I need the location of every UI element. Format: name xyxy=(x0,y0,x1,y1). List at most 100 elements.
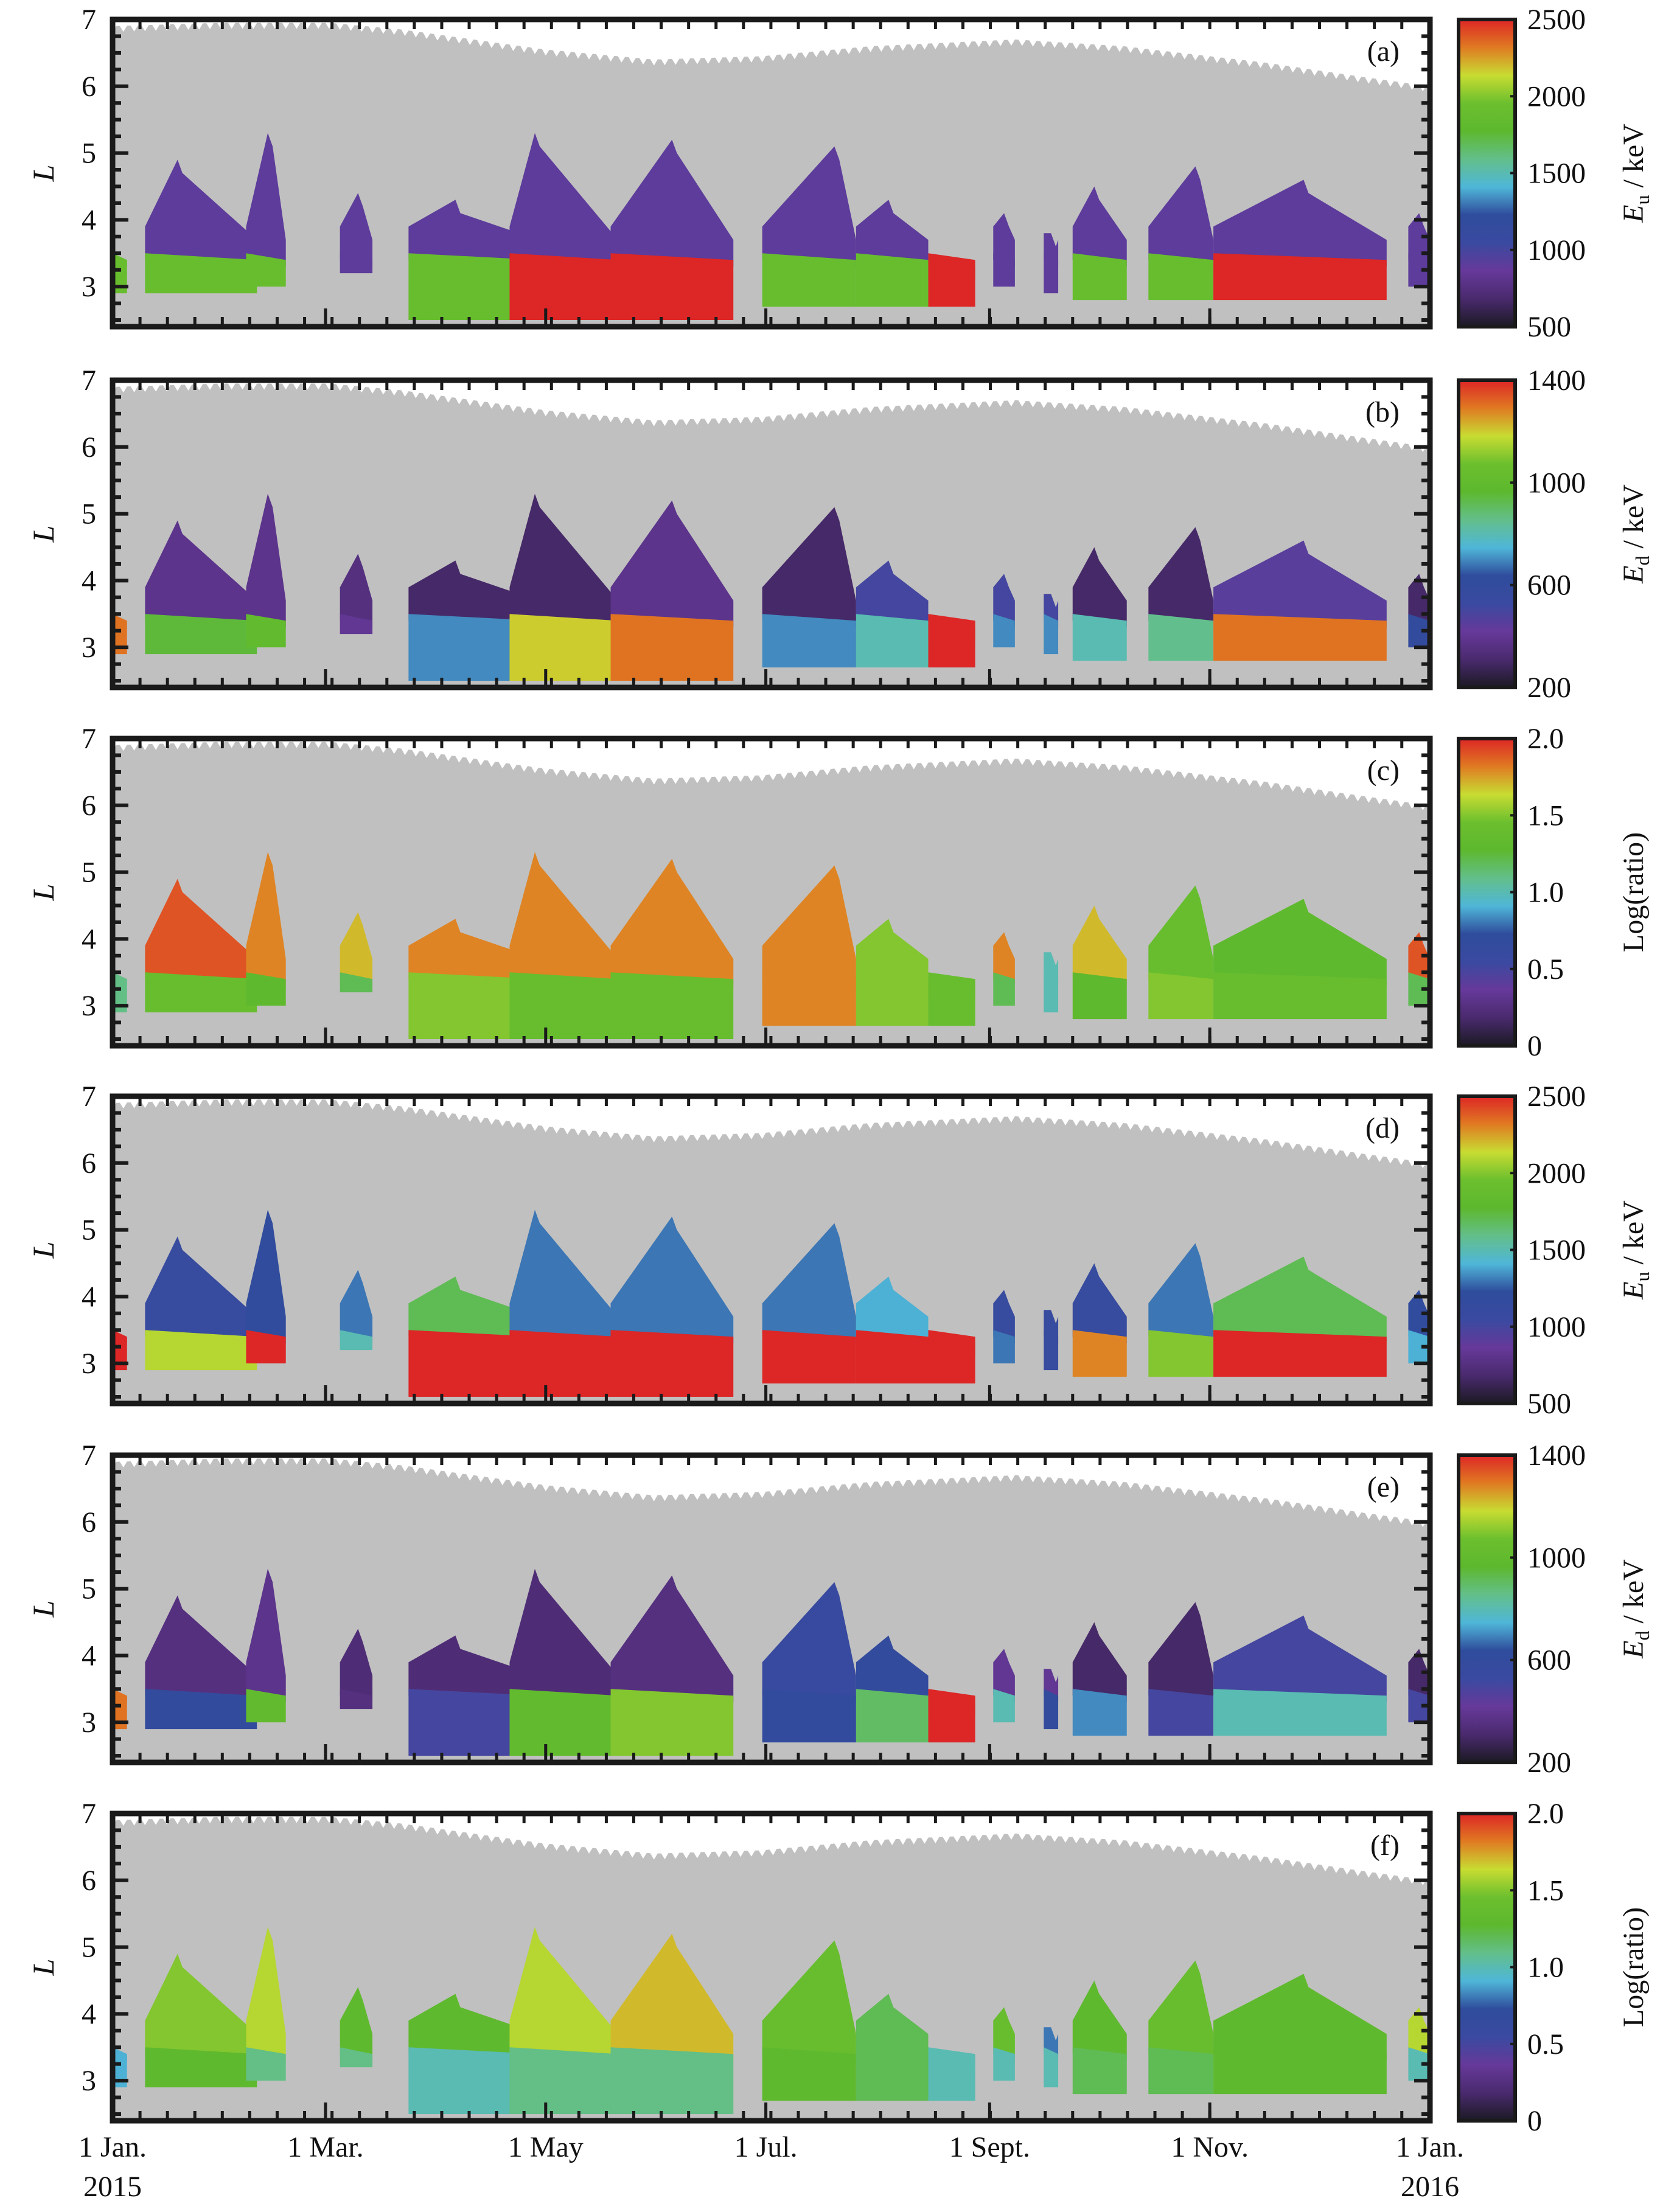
colorbar-tick-label: 0.5 xyxy=(1527,953,1564,986)
y-axis-label: L xyxy=(26,1601,60,1618)
colorbar-tick-label: 1.5 xyxy=(1527,1874,1564,1907)
y-tick-label: 5 xyxy=(82,1214,96,1247)
event-lower-mark xyxy=(856,1689,929,1743)
event-upper-mark xyxy=(993,213,1015,267)
colorbar-tick-label: 1400 xyxy=(1527,1439,1586,1472)
colorbar-tick-label: 1500 xyxy=(1527,1234,1586,1267)
event-upper-mark xyxy=(246,852,286,986)
event-upper-mark xyxy=(509,1927,618,2061)
colorbar-tick-label: 1500 xyxy=(1527,158,1586,190)
colorbar-tick-label: 2.0 xyxy=(1527,1798,1564,1830)
y-tick-label: 7 xyxy=(82,1439,96,1472)
y-tick-label: 6 xyxy=(82,1147,96,1180)
event-upper-mark xyxy=(408,1276,539,1344)
colorbar-tick-label: 1400 xyxy=(1527,364,1586,397)
colorbar-label: Eu / keV xyxy=(1617,123,1653,223)
event-lower-mark xyxy=(610,972,734,1040)
event-upper-mark xyxy=(408,919,539,986)
x-tick-label: 1 Mar. xyxy=(287,2131,363,2163)
event-lower-mark xyxy=(340,614,373,635)
event-lower-mark xyxy=(246,253,286,287)
event-upper-mark xyxy=(1213,1974,1387,2061)
event-lower-mark xyxy=(1213,1330,1387,1377)
colorbar-label: Log(ratio) xyxy=(1617,1907,1650,2027)
event-lower-mark xyxy=(340,972,373,993)
colorbar-label-main: E xyxy=(1617,1281,1650,1299)
y-tick-label: 4 xyxy=(82,1281,96,1313)
event-lower-mark xyxy=(762,253,856,307)
event-lower-mark xyxy=(509,253,618,321)
y-tick-label: 6 xyxy=(82,1506,96,1539)
y-tick-label: 7 xyxy=(82,723,96,755)
event-lower-mark xyxy=(113,253,127,294)
colorbar-label: Ed / keV xyxy=(1617,484,1653,584)
x-tick-label: 1 Jul. xyxy=(734,2131,798,2163)
y-tick-label: 3 xyxy=(82,1348,96,1380)
event-upper-mark xyxy=(610,500,734,628)
y-axis-label: L xyxy=(26,1242,60,1259)
event-lower-mark xyxy=(340,1689,373,1709)
y-tick-label: 3 xyxy=(82,1706,96,1739)
colorbar-tick-label: 2500 xyxy=(1527,4,1586,36)
event-lower-mark xyxy=(762,972,856,1026)
y-tick-label: 6 xyxy=(82,790,96,822)
event-lower-mark xyxy=(1213,614,1387,661)
event-lower-mark xyxy=(993,614,1015,648)
panel-b: 3 4 5 6 7 L (b) 200 600 1000 1400 Ed / keV xyxy=(26,364,1653,704)
event-upper-mark xyxy=(610,1933,734,2061)
event-lower-mark xyxy=(1213,2047,1387,2095)
event-lower-mark xyxy=(113,1689,127,1730)
event-lower-mark xyxy=(856,253,929,307)
event-upper-mark xyxy=(610,1216,734,1344)
x-axis-labels: 1 Jan. 1 Mar. 1 May 1 Jul. 1 Sept. 1 Nov. 1 Ja… xyxy=(78,2131,1464,2203)
y-tick-label: 6 xyxy=(82,71,96,103)
event-lower-mark xyxy=(993,1330,1015,1364)
event-upper-mark xyxy=(1072,1263,1127,1344)
event-upper-mark xyxy=(340,912,373,986)
event-upper-mark xyxy=(993,574,1015,628)
y-tick-label: 4 xyxy=(82,204,96,236)
event-lower-mark xyxy=(610,253,734,321)
colorbar-tick-label: 1.0 xyxy=(1527,1952,1564,1984)
event-upper-mark xyxy=(246,1927,286,2061)
y-tick-label: 5 xyxy=(82,857,96,889)
colorbar-tick-label: 2500 xyxy=(1527,1080,1586,1113)
event-lower-mark xyxy=(1213,972,1387,1020)
event-upper-mark xyxy=(1072,186,1127,267)
colorbar xyxy=(1457,1812,1517,2123)
event-lower-mark xyxy=(856,1330,929,1384)
panel-label: (a) xyxy=(1367,35,1400,68)
event-lower-mark xyxy=(610,1689,734,1756)
event-lower-mark xyxy=(993,253,1015,287)
event-lower-mark xyxy=(1408,1330,1430,1364)
year-label: 2015 xyxy=(83,2171,142,2203)
event-lower-mark xyxy=(1044,1330,1059,1371)
year-label: 2016 xyxy=(1401,2171,1459,2203)
event-lower-mark xyxy=(408,253,539,321)
event-lower-mark xyxy=(1148,1689,1214,1736)
event-lower-mark xyxy=(408,2047,539,2115)
event-lower-mark xyxy=(1408,2047,1430,2081)
colorbar-label-subscript: u xyxy=(1631,1271,1653,1281)
event-lower-mark xyxy=(509,1689,618,1756)
event-upper-mark xyxy=(610,858,734,986)
event-lower-mark xyxy=(1044,614,1059,655)
x-tick-label: 1 Nov. xyxy=(1171,2131,1249,2163)
event-lower-mark xyxy=(246,972,286,1006)
colorbar-label: Log(ratio) xyxy=(1617,832,1650,952)
colorbar xyxy=(1457,1453,1517,1764)
event-upper-mark xyxy=(509,852,618,986)
colorbar-tick-label: 500 xyxy=(1527,1388,1571,1420)
event-lower-mark xyxy=(1072,972,1127,1020)
event-lower-mark xyxy=(928,972,975,1026)
event-upper-mark xyxy=(856,1276,929,1344)
y-tick-label: 4 xyxy=(82,1640,96,1672)
colorbar-label-unit: / keV xyxy=(1617,1559,1650,1631)
event-lower-mark xyxy=(1213,1689,1387,1736)
colorbar-tick-label: 1000 xyxy=(1527,467,1586,499)
colorbar-label-unit: / keV xyxy=(1617,123,1650,195)
panel-c: 3 4 5 6 7 L (c) 0 0.5 1.0 1.5 2.0 Log(ratio) xyxy=(26,723,1650,1062)
event-lower-mark xyxy=(1072,2047,1127,2095)
event-upper-mark xyxy=(340,1270,373,1344)
event-lower-mark xyxy=(340,253,373,274)
